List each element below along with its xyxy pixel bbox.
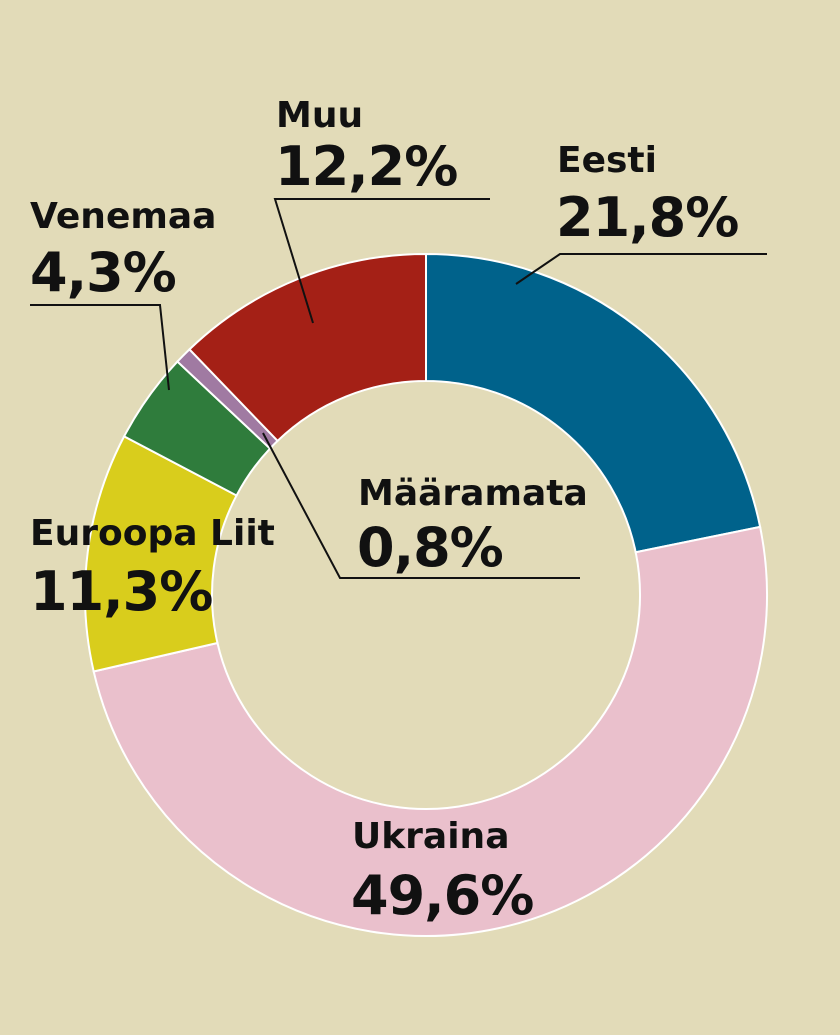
- slice-value-ukraina: 49,6%: [351, 864, 533, 927]
- slice-value-eesti: 21,8%: [556, 186, 738, 249]
- slice-value-venemaa: 4,3%: [30, 241, 176, 304]
- slice-name-ukraina: Ukraina: [352, 816, 509, 857]
- leader-line-muu: [273, 198, 490, 324]
- slice-name-euroopa-liit: Euroopa Liit: [30, 513, 275, 554]
- leader-line-eesti: [515, 253, 767, 285]
- slice-name-venemaa: Venemaa: [30, 196, 216, 237]
- slice-name-muu: Muu: [276, 95, 363, 136]
- slice-name-eesti: Eesti: [557, 140, 657, 181]
- leader-line-venemaa: [30, 304, 170, 391]
- leader-line-maaramata: [262, 432, 580, 579]
- slice-ukraina: [92, 525, 768, 938]
- slice-eesti: [425, 252, 762, 554]
- slice-muu: [188, 252, 427, 443]
- slice-value-maaramata: 0,8%: [357, 516, 503, 579]
- slice-name-maaramata: Määramata: [358, 473, 588, 514]
- slice-value-muu: 12,2%: [275, 135, 457, 198]
- chart-slices: [84, 252, 768, 938]
- slice-value-euroopa-liit: 11,3%: [30, 560, 212, 623]
